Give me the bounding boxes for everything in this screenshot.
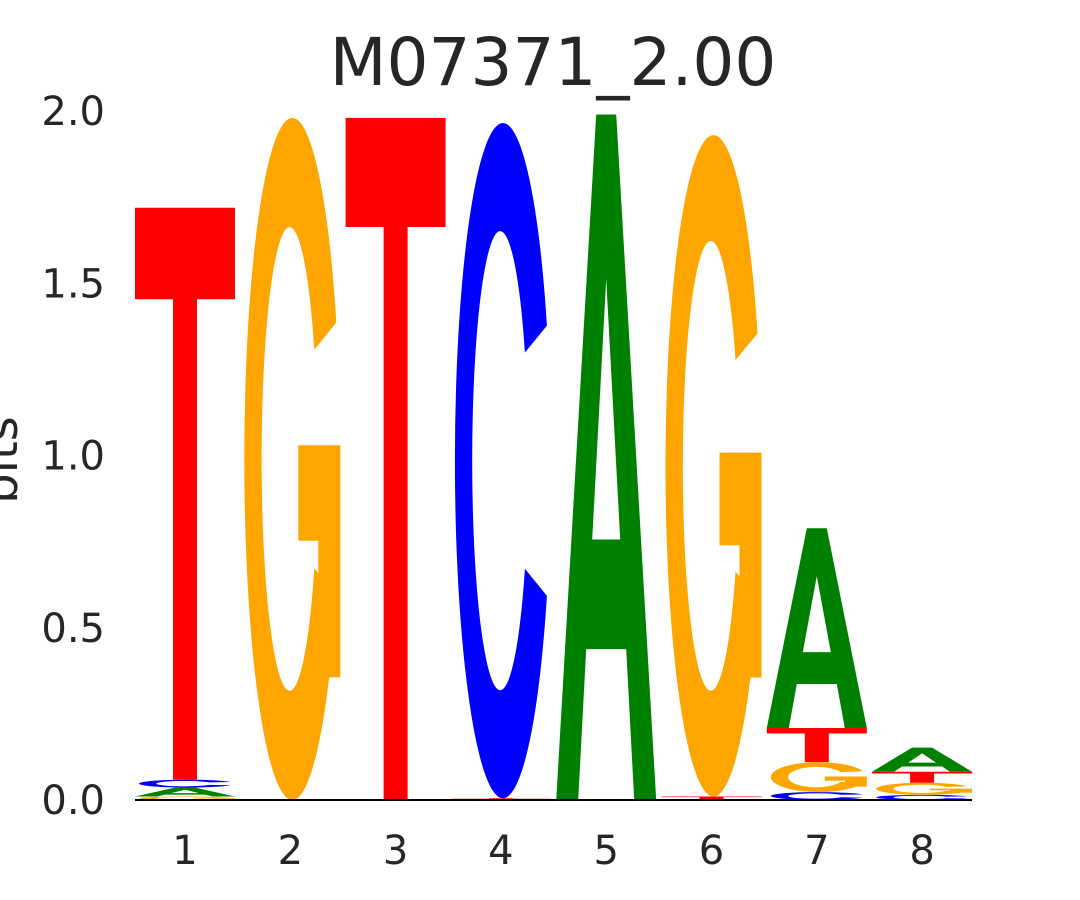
- logo-letter-T-pos7: [766, 727, 867, 763]
- letter-shape: [298, 445, 341, 678]
- logo-letter-C-pos7: [770, 792, 863, 800]
- letter-shape: [244, 117, 337, 800]
- letter-shape: [872, 771, 973, 783]
- logo-letter-C-pos8: [876, 794, 969, 800]
- letter-shape: [661, 796, 762, 800]
- letter-shape: [872, 747, 973, 772]
- logo-letter-G-pos6: [665, 135, 762, 797]
- logo-letter-C-pos4: [454, 123, 547, 799]
- logo-letter-G-pos2: [244, 117, 341, 800]
- logo-letter-T-pos6: [661, 796, 762, 800]
- logo-letter-A-pos8: [872, 747, 973, 772]
- y-tick-label: 0.0: [41, 778, 105, 824]
- x-tick-label: 1: [172, 828, 197, 874]
- letter-shape: [770, 762, 863, 793]
- logo-letter-A-pos7: [766, 528, 867, 728]
- logo-letter-G-pos7: [770, 762, 867, 793]
- logo-letter-A-pos1: [135, 787, 235, 797]
- letter-shape: [345, 117, 446, 800]
- letter-shape: [930, 788, 973, 793]
- letter-shape: [770, 792, 863, 800]
- letter-shape: [135, 207, 235, 780]
- x-tick-label: 4: [488, 828, 513, 874]
- letter-shape: [135, 787, 235, 797]
- logo-letter-T-pos3: [345, 117, 446, 800]
- y-tick-label: 1.5: [41, 261, 105, 307]
- letter-shape: [876, 782, 969, 795]
- x-axis-ticks: 1 2 3 4 5 6 7 8: [172, 828, 935, 874]
- letter-shape: [766, 528, 867, 728]
- y-axis-ticks: 0.0 0.5 1.0 1.5 2.0: [41, 89, 105, 824]
- logo-letter-C-pos1: [139, 779, 231, 788]
- y-axis-label: bits: [0, 416, 29, 504]
- y-tick-label: 1.0: [41, 434, 105, 480]
- x-tick-label: 2: [278, 828, 303, 874]
- logo-letter-T-pos8: [872, 771, 973, 783]
- letter-shape: [556, 114, 657, 800]
- x-tick-label: 3: [383, 828, 408, 874]
- letter-shape: [824, 776, 867, 787]
- letter-shape: [719, 452, 762, 678]
- x-tick-label: 5: [593, 828, 618, 874]
- letter-shape: [665, 135, 758, 797]
- letter-shape: [139, 779, 231, 788]
- letter-shape: [454, 123, 547, 799]
- x-tick-label: 7: [804, 828, 829, 874]
- y-tick-label: 2.0: [41, 89, 105, 135]
- letter-shape: [876, 794, 969, 800]
- y-tick-label: 0.5: [41, 606, 105, 652]
- logo-letter-A-pos5: [556, 114, 657, 800]
- logo-letter-T-pos1: [135, 207, 235, 780]
- logo-letters: [135, 114, 973, 800]
- chart-title: M07371_2.00: [330, 24, 777, 101]
- logo-letter-G-pos8: [876, 782, 973, 795]
- x-tick-label: 6: [699, 828, 724, 874]
- x-tick-label: 8: [909, 828, 934, 874]
- letter-shape: [766, 727, 867, 763]
